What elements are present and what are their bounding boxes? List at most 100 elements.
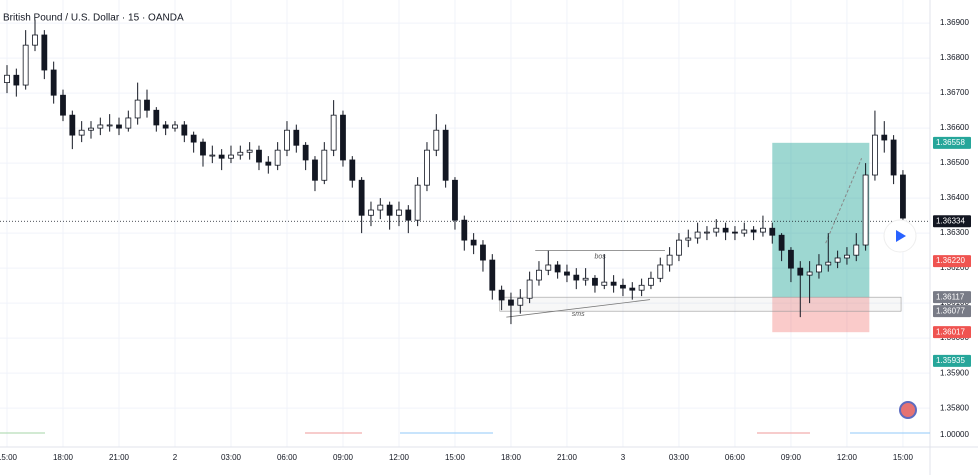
zone [499, 296, 902, 312]
candle-body [713, 227, 720, 233]
candle-body [433, 129, 440, 151]
candle-body [41, 34, 48, 71]
candle-body [218, 154, 225, 159]
candle-body [330, 114, 337, 151]
price-tag [933, 354, 971, 367]
candle-body [722, 227, 729, 233]
y-tick-label: 1.36600 [940, 123, 969, 132]
candle-body [246, 149, 253, 153]
candle-body [396, 209, 402, 216]
candle-body [853, 244, 860, 256]
candle-body [778, 234, 785, 251]
candle-body [172, 124, 178, 129]
y-tick-label: 1.36300 [940, 228, 969, 237]
annotation-label: bos [594, 253, 606, 260]
x-tick-label: 09:00 [781, 453, 802, 462]
candle-body [592, 277, 598, 286]
x-tick-label: 12:00 [837, 453, 858, 462]
candle-body [844, 254, 850, 259]
candle-body [442, 129, 449, 181]
y-tick-label: 1.36700 [940, 88, 969, 97]
candle-body [480, 244, 486, 261]
candle-body [489, 259, 496, 291]
candle-body [648, 277, 654, 286]
candle-body [676, 239, 682, 256]
x-tick-label: 2 [173, 453, 178, 462]
candles [4, 19, 906, 325]
candle-body [666, 254, 673, 266]
x-tick-label: 21:00 [109, 453, 130, 462]
candle-body [629, 287, 636, 291]
x-tick-label: 15:00 [445, 453, 466, 462]
candle-body [200, 141, 206, 156]
candle-body [181, 124, 188, 136]
candle-body [209, 154, 216, 157]
price-tag [933, 326, 971, 339]
event-icon[interactable] [899, 401, 917, 419]
candle-body [564, 271, 570, 276]
candle-body [620, 284, 626, 289]
candle-body [536, 269, 542, 281]
candle-body [125, 117, 132, 129]
candle-body [834, 257, 841, 263]
candle-body [685, 237, 692, 241]
candle-body [405, 209, 412, 221]
x-tick-label: 09:00 [333, 453, 354, 462]
axes: 1.358001.359001.360001.361001.362001.363… [0, 18, 971, 462]
candle-body [377, 204, 384, 211]
candle-body [862, 174, 869, 246]
price-tag-label: 1.36220 [936, 256, 965, 265]
candle-body [825, 261, 832, 266]
price-tag [933, 255, 971, 268]
y-tick-label: 1.36800 [940, 53, 969, 62]
candle-body [470, 239, 477, 246]
candle-body [545, 264, 552, 271]
price-tag-label: 1.36334 [936, 216, 965, 225]
candle-body [704, 231, 710, 234]
annotation-line [506, 299, 651, 318]
play-icon [896, 230, 906, 242]
stop-zone [772, 297, 870, 333]
candle-body [732, 231, 738, 234]
x-tick-label: 12:00 [389, 453, 410, 462]
candle-body [153, 109, 160, 126]
candle-body [900, 174, 906, 219]
candle-body [881, 134, 888, 141]
price-tag [933, 305, 971, 318]
candle-body [256, 149, 262, 163]
grid [0, 0, 930, 447]
x-tick-label: 21:00 [557, 453, 578, 462]
price-tag-label: 1.35935 [936, 356, 965, 365]
candle-body [340, 114, 346, 161]
candle-body [461, 219, 468, 241]
candle-body [358, 179, 365, 216]
x-tick-label: 03:00 [221, 453, 242, 462]
candle-body [274, 149, 281, 166]
candle-body [797, 267, 804, 276]
candle-body [806, 271, 813, 276]
candle-body [88, 127, 94, 131]
candle-body [788, 249, 794, 269]
candle-body [872, 134, 878, 176]
y-tick-label: 1.36400 [940, 193, 969, 202]
candle-body [32, 34, 38, 46]
candle-body [228, 154, 234, 159]
candle-body [526, 279, 533, 299]
candle-body [265, 161, 272, 166]
candle-body [816, 264, 822, 273]
price-tag-label: 1.36117 [936, 292, 965, 301]
price-tag [933, 136, 971, 149]
x-tick-label: 15:00 [893, 453, 914, 462]
chart-title: British Pound / U.S. Dollar · 15 · OANDA [3, 13, 184, 24]
candle-body [760, 227, 766, 233]
x-tick-label: 06:00 [277, 453, 298, 462]
candle-body [60, 94, 66, 116]
trade-path [825, 158, 863, 244]
candle-body [638, 284, 645, 291]
candle-body [349, 159, 356, 181]
candle-body [321, 149, 328, 181]
x-tick-label: 03:00 [669, 453, 690, 462]
candle-body [386, 204, 393, 216]
indicator-label: 1.00000 [940, 430, 969, 439]
